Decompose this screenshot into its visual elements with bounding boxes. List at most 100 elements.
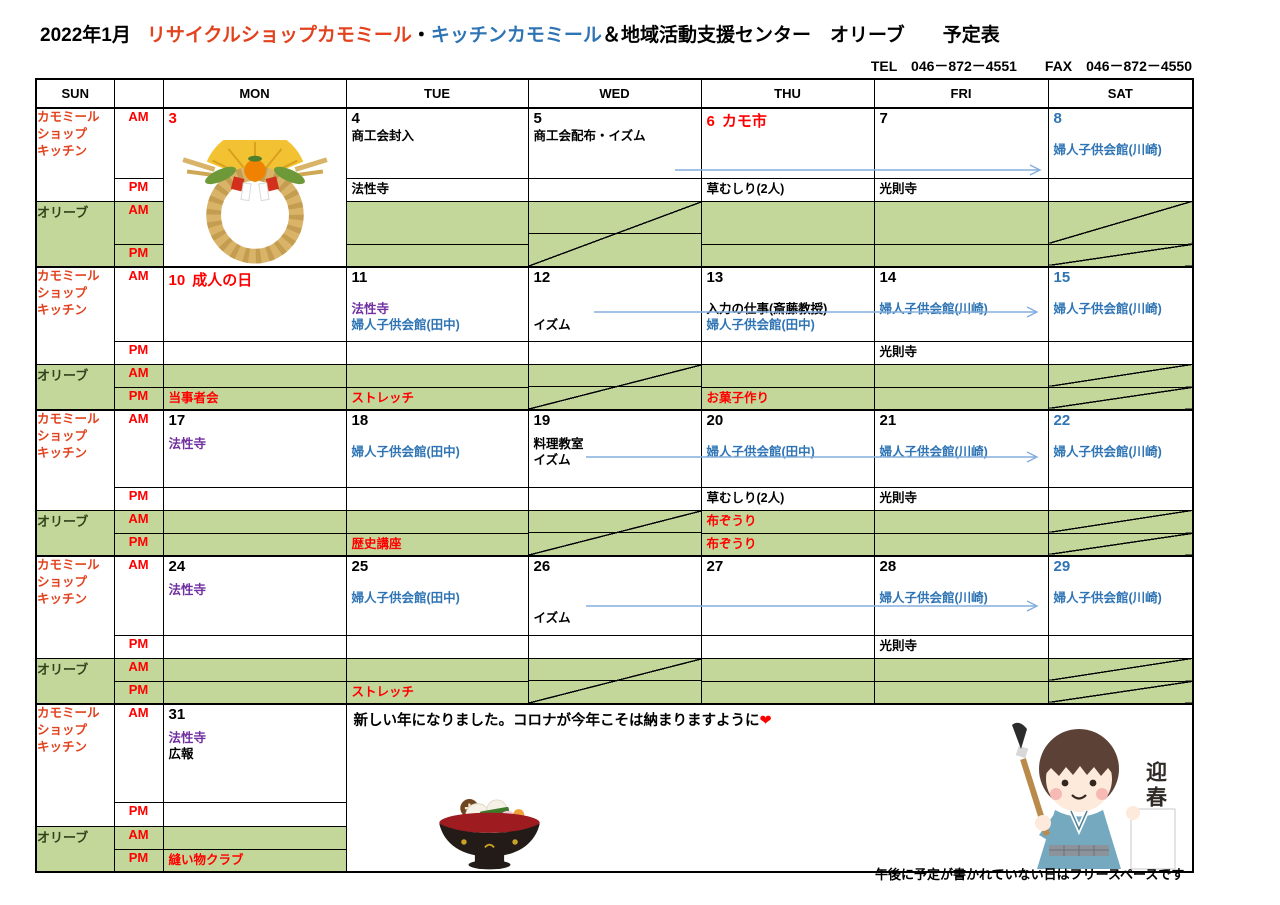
olive-am-w1: AM bbox=[113, 200, 164, 245]
ampm-am-w1: AM bbox=[113, 107, 164, 179]
cell-w3-thu-pm: 草むしり(2人) bbox=[700, 486, 875, 511]
cell-w3-thu-olive-pm: 布ぞうり bbox=[700, 532, 875, 557]
cell-w4-mon-pm bbox=[162, 634, 347, 659]
cell-w4-fri-am: 28 婦人子供会館(川崎) bbox=[873, 555, 1049, 636]
cell-w5-mon-am: 31 法性寺 広報 bbox=[162, 703, 347, 803]
group-label-kamomiru-w3: カモミール ショップ キッチン bbox=[35, 409, 115, 511]
cell-w1-tue-pm: 法性寺 bbox=[345, 177, 529, 202]
ampm-pm-w5: PM bbox=[113, 801, 164, 827]
group-label-kamomiru-w1: カモミール ショップ キッチン bbox=[35, 107, 115, 202]
olive-am-w2: AM bbox=[113, 363, 164, 388]
cell-w3-tue-am: 18 婦人子供会館(田中) bbox=[345, 409, 529, 488]
cell-w3-wed-pm bbox=[527, 486, 702, 511]
cell-w1-sat-pm bbox=[1047, 177, 1194, 202]
cell-w2-sat-pm bbox=[1047, 340, 1194, 365]
label-kitchen: キッチン bbox=[37, 739, 88, 754]
day-number-12: 12 bbox=[533, 269, 551, 286]
cell-w1-thu-pm: 草むしり(2人) bbox=[700, 177, 875, 202]
label-kamomiru: カモミール bbox=[37, 558, 100, 572]
cell-w5-mon-pm bbox=[162, 801, 347, 827]
week3-olive-pm-row: PM 歴史講座 布ぞうり bbox=[36, 532, 1194, 557]
cell-w4-mon-olive-pm bbox=[162, 680, 347, 705]
ampm-pm-w1: PM bbox=[113, 177, 164, 202]
week1-span-arrow-icon bbox=[675, 164, 1042, 176]
event-d19-am1: 料理教室 bbox=[533, 437, 584, 451]
day-number-7: 7 bbox=[879, 110, 888, 127]
event-d31-am1: 法性寺 bbox=[168, 731, 207, 745]
week2-am-row: カモミール ショップ キッチン AM 10 成人の日 11 法性寺 婦人子供会館(… bbox=[35, 266, 1194, 365]
cell-w3-tue-olive-am bbox=[345, 509, 529, 534]
title-month: 2022年1月 bbox=[40, 25, 131, 46]
event-d13-am2: 婦人子供会館(田中) bbox=[706, 318, 815, 333]
label-shop: ショップ bbox=[37, 428, 88, 443]
group-label-olive-w2: オリーブ bbox=[35, 363, 115, 411]
cell-w2-thu-pm bbox=[700, 340, 875, 365]
cell-w3-fri-olive-am bbox=[873, 509, 1049, 534]
event-okashizukuri: お菓子作り bbox=[706, 390, 770, 405]
header-ampm-blank bbox=[113, 78, 164, 109]
week4-olive-am-row: オリーブ AM bbox=[35, 657, 1194, 705]
olive-am-w5: AM bbox=[113, 825, 164, 850]
cell-w1-tue-olive-pm bbox=[345, 243, 529, 268]
day-number-13: 13 bbox=[706, 269, 724, 286]
cell-w3-thu-olive-am: 布ぞうり bbox=[700, 509, 875, 534]
label-kitchen: キッチン bbox=[37, 143, 88, 158]
group-label-kamomiru-w5: カモミール ショップ キッチン bbox=[35, 703, 115, 827]
event-d17-am: 法性寺 bbox=[168, 437, 207, 451]
cell-w2-mon-am: 10 成人の日 bbox=[162, 266, 347, 342]
group-label-olive-w1: オリーブ bbox=[35, 200, 115, 268]
ampm-am-w2: AM bbox=[113, 266, 164, 342]
cell-w1-wed-pm bbox=[527, 177, 702, 202]
cell-w2-tue-pm bbox=[345, 340, 529, 365]
cell-w3-sat-olive-am-closed bbox=[1047, 509, 1194, 534]
cell-w3-mon-am: 17 法性寺 bbox=[162, 409, 347, 488]
day-number-27: 27 bbox=[706, 558, 724, 575]
week3-pm-row: PM 草むしり(2人) 光則寺 bbox=[36, 486, 1194, 511]
title-rest: ＆地域活動支援センター オリーブ 予定表 bbox=[601, 25, 1000, 46]
group-label-olive-w5: オリーブ bbox=[35, 825, 115, 873]
weekday-header-row: SUN MON TUE WED THU FRI SAT bbox=[35, 78, 1194, 109]
event-nuimono-club: 縫い物クラブ bbox=[168, 852, 244, 867]
cell-w4-sat-am: 29 婦人子供会館(川崎) bbox=[1047, 555, 1194, 636]
event-d26-am: イズム bbox=[533, 611, 571, 625]
cell-w5-mon-olive-am bbox=[162, 825, 347, 850]
label-shop: ショップ bbox=[37, 285, 88, 300]
event-d21-pm: 光則寺 bbox=[879, 490, 918, 505]
event-d18-am: 婦人子供会館(田中) bbox=[351, 445, 460, 459]
cell-w4-thu-am: 27 bbox=[700, 555, 875, 636]
olive-pm-w3: PM bbox=[113, 532, 164, 557]
day-number-15: 15 bbox=[1053, 269, 1071, 286]
cell-w2-fri-olive-pm bbox=[873, 386, 1049, 411]
cell-w3-mon-pm bbox=[162, 486, 347, 511]
event-d24-am: 法性寺 bbox=[168, 583, 207, 597]
cell-w2-sat-olive-pm-closed bbox=[1047, 386, 1194, 411]
event-stretch-w2: ストレッチ bbox=[351, 390, 415, 405]
week1-olive-pm-row: PM bbox=[36, 243, 1194, 268]
label-kamomiru: カモミール bbox=[37, 412, 100, 426]
cell-w4-fri-pm: 光則寺 bbox=[873, 634, 1049, 659]
cell-w4-thu-olive-am bbox=[700, 657, 875, 682]
label-shop: ショップ bbox=[37, 126, 88, 141]
header-thu: THU bbox=[700, 78, 875, 109]
event-d20-am: 婦人子供会館(田中) bbox=[706, 445, 815, 459]
cell-w1-fri-pm: 光則寺 bbox=[873, 177, 1049, 202]
cell-w3-mon-olive-pm bbox=[162, 532, 347, 557]
cell-w1-fri-am: 7 bbox=[873, 107, 1049, 179]
cell-w2-sat-am: 15 婦人子供会館(川崎) bbox=[1047, 266, 1194, 342]
olive-pm-w5: PM bbox=[113, 848, 164, 873]
day-number-31: 31 bbox=[168, 706, 186, 723]
cell-w4-tue-pm bbox=[345, 634, 529, 659]
cell-w2-thu-olive-pm: お菓子作り bbox=[700, 386, 875, 411]
week3-am-row: カモミール ショップ キッチン AM 17 法性寺 18 婦人子供会館(田中) … bbox=[35, 409, 1194, 511]
cell-w2-thu-olive-am bbox=[700, 363, 875, 388]
cell-w1-sat-olive-am-closed bbox=[1047, 200, 1194, 245]
title-shop-recycle: リサイクルショップカモミール bbox=[146, 25, 412, 46]
day-number-14: 14 bbox=[879, 269, 897, 286]
cell-w3-fri-am: 21 婦人子供会館(川崎) bbox=[873, 409, 1049, 488]
cell-w4-thu-olive-pm bbox=[700, 680, 875, 705]
week5-am-row: カモミール ショップ キッチン AM 31 法性寺 広報 新しい年になりました。… bbox=[35, 703, 1194, 873]
cell-w4-wed-am: 26 イズム bbox=[527, 555, 702, 636]
label-shop: ショップ bbox=[37, 722, 88, 737]
ampm-pm-w4: PM bbox=[113, 634, 164, 659]
cell-w1-tue-am: 4 商工会封入 bbox=[345, 107, 529, 179]
